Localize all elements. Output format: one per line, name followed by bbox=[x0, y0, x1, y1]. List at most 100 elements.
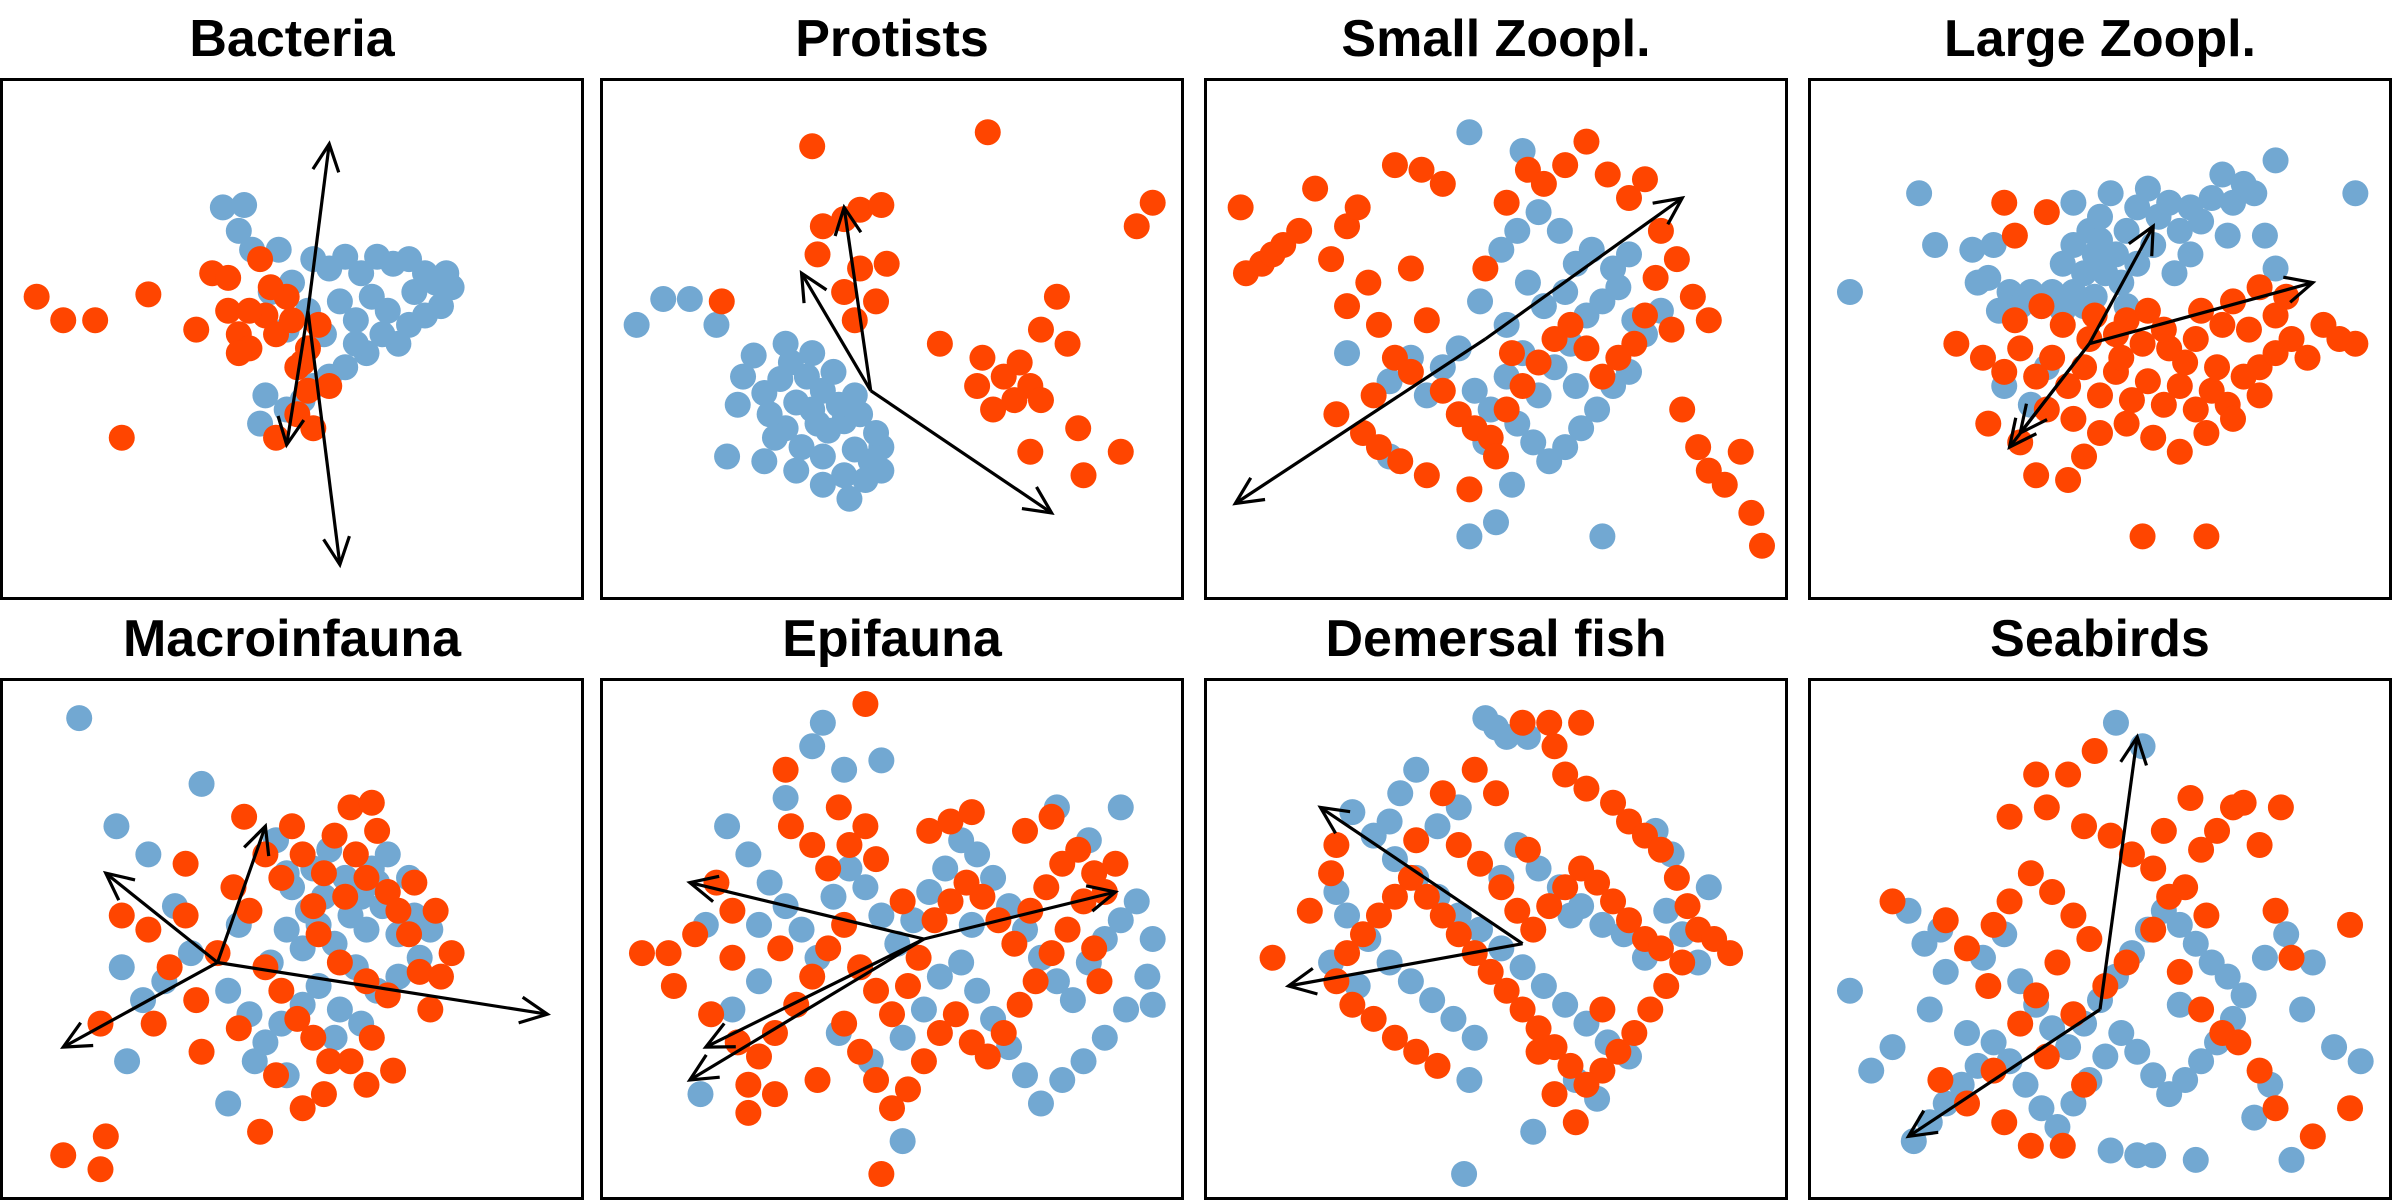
orange-point bbox=[108, 424, 135, 451]
orange-point bbox=[50, 1142, 77, 1169]
blue-point bbox=[868, 457, 895, 484]
orange-point bbox=[1621, 1020, 1648, 1046]
blue-point bbox=[714, 813, 741, 840]
orange-point bbox=[1091, 879, 1118, 905]
orange-point bbox=[2225, 1029, 2252, 1056]
orange-point bbox=[926, 1020, 953, 1046]
orange-point bbox=[1943, 330, 1970, 357]
blue-point bbox=[1134, 963, 1161, 990]
blue-point bbox=[1557, 902, 1584, 929]
orange-point bbox=[1027, 387, 1054, 414]
orange-point bbox=[1991, 358, 2018, 385]
scatter-plot bbox=[600, 678, 1184, 1200]
orange-point bbox=[108, 902, 135, 929]
orange-point bbox=[809, 213, 836, 240]
arrow-head bbox=[1652, 195, 1686, 226]
blue-point bbox=[1879, 1034, 1906, 1061]
blue-point bbox=[326, 288, 353, 315]
orange-point bbox=[1562, 1109, 1589, 1136]
orange-point bbox=[1488, 874, 1515, 901]
orange-point bbox=[422, 897, 449, 924]
blue-point bbox=[2289, 996, 2316, 1023]
blue-point bbox=[1980, 1029, 2007, 1056]
orange-point bbox=[2071, 813, 2098, 840]
orange-point bbox=[188, 1038, 215, 1065]
orange-point bbox=[2220, 288, 2246, 315]
orange-point bbox=[215, 264, 242, 291]
orange-point bbox=[1679, 283, 1706, 310]
orange-point bbox=[2337, 1095, 2364, 1122]
plot-frame bbox=[0, 678, 584, 1200]
blue-point bbox=[1424, 813, 1451, 840]
blue-point bbox=[2028, 1095, 2055, 1122]
loading-arrow bbox=[689, 937, 925, 1082]
orange-point bbox=[772, 756, 799, 783]
orange-point bbox=[332, 883, 359, 910]
orange-point bbox=[1711, 471, 1738, 498]
orange-point bbox=[326, 949, 353, 976]
orange-point bbox=[655, 940, 682, 967]
blue-point bbox=[1954, 1020, 1980, 1046]
blue-point bbox=[2108, 1020, 2135, 1046]
blue-point bbox=[2166, 217, 2193, 244]
orange-point bbox=[406, 958, 433, 985]
blue-point bbox=[1123, 888, 1150, 915]
orange-point bbox=[183, 316, 210, 343]
points-layer bbox=[1836, 709, 2374, 1173]
arrows-layer bbox=[60, 822, 552, 1049]
blue-point bbox=[401, 279, 428, 305]
orange-point bbox=[1107, 438, 1134, 465]
orange-point bbox=[1381, 1024, 1408, 1051]
loading-arrow bbox=[285, 310, 310, 446]
scatter-panel: Bacteria bbox=[0, 0, 584, 600]
orange-point bbox=[868, 1161, 895, 1187]
orange-point bbox=[1653, 973, 1680, 999]
orange-point bbox=[1054, 330, 1081, 357]
orange-point bbox=[231, 803, 258, 830]
orange-point bbox=[1472, 255, 1499, 282]
blue-point bbox=[714, 443, 741, 470]
orange-point bbox=[1525, 1038, 1552, 1065]
blue-point bbox=[868, 902, 895, 929]
loading-arrow bbox=[1319, 806, 1524, 946]
orange-point bbox=[2055, 467, 2082, 493]
orange-point bbox=[958, 799, 985, 826]
orange-point bbox=[2166, 438, 2193, 465]
orange-point bbox=[1086, 968, 1113, 995]
orange-point bbox=[2023, 363, 2050, 390]
blue-point bbox=[1980, 232, 2007, 258]
orange-point bbox=[2188, 297, 2215, 324]
panel-title: Demersal fish bbox=[1325, 610, 1667, 668]
orange-point bbox=[2129, 330, 2156, 357]
orange-point bbox=[1065, 836, 1092, 863]
orange-point bbox=[2182, 326, 2209, 352]
loading-arrow bbox=[62, 961, 219, 1049]
blue-point bbox=[2262, 255, 2289, 282]
orange-point bbox=[2150, 817, 2177, 844]
blue-point bbox=[687, 1081, 714, 1108]
orange-point bbox=[2076, 926, 2103, 952]
orange-point bbox=[1302, 175, 1329, 202]
blue-point bbox=[1139, 926, 1166, 952]
blue-point bbox=[1334, 340, 1361, 367]
orange-point bbox=[1631, 166, 1658, 193]
orange-point bbox=[777, 813, 804, 840]
blue-point bbox=[1932, 958, 1959, 985]
orange-point bbox=[2113, 307, 2140, 334]
orange-point bbox=[1647, 935, 1674, 962]
blue-point bbox=[831, 756, 858, 783]
orange-point bbox=[937, 808, 964, 835]
panel-title: Large Zoopl. bbox=[1944, 10, 2256, 68]
orange-point bbox=[353, 1071, 380, 1098]
orange-point bbox=[1456, 476, 1483, 503]
scatter-panel: Small Zoopl. bbox=[1204, 0, 1788, 600]
orange-point bbox=[1413, 462, 1440, 489]
orange-point bbox=[23, 283, 50, 310]
blue-point bbox=[1509, 954, 1536, 981]
orange-point bbox=[2337, 911, 2364, 938]
orange-point bbox=[92, 1123, 119, 1150]
arrow-head bbox=[2119, 733, 2149, 766]
loading-arrow bbox=[306, 143, 331, 312]
orange-point bbox=[879, 1001, 905, 1028]
arrow-head bbox=[60, 1021, 94, 1049]
